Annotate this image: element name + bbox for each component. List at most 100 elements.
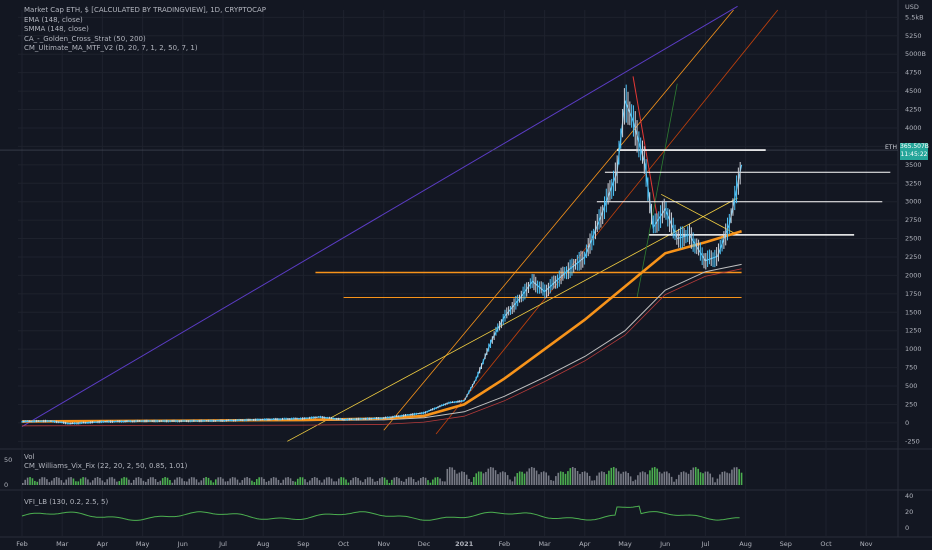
volume-bar: [682, 471, 685, 485]
volume-bar: [581, 471, 584, 485]
volume-bar: [422, 477, 424, 485]
x-tick-label: Oct: [820, 540, 832, 548]
volume-bar: [311, 477, 314, 485]
volume-bar: [526, 471, 528, 485]
volume-bar: [217, 477, 219, 485]
volume-bar: [359, 480, 362, 485]
volume-bar: [704, 471, 707, 485]
y-tick-label: 0: [905, 419, 909, 427]
legend-cm-ultimate-ma[interactable]: CM_Ultimate_MA_MTF_V2 (D, 20, 7, 1, 2, 5…: [24, 44, 198, 53]
volume-bar: [485, 471, 487, 485]
legend-smma[interactable]: SMMA (148, close): [24, 25, 89, 34]
volume-bar: [583, 471, 586, 485]
volume-bar: [593, 480, 596, 485]
x-tick-label: May: [618, 540, 632, 548]
volume-bar: [473, 477, 475, 485]
volume-bar: [99, 477, 101, 485]
volume-bar: [159, 480, 162, 485]
volume-bar: [340, 477, 342, 485]
volume-bar: [253, 482, 256, 485]
x-tick-label: Feb: [499, 540, 511, 548]
volume-bar: [309, 480, 311, 485]
volume-bar: [482, 473, 485, 485]
volume-bar: [448, 467, 451, 485]
trendline-orange: [383, 9, 734, 431]
volume-bar: [632, 481, 634, 485]
volume-bar: [263, 478, 265, 485]
volume-bar: [364, 479, 367, 485]
legend-golden-cross[interactable]: CA_-_Golden_Cross_Strat (50, 200): [24, 34, 146, 43]
vol-tick-label: 50: [4, 456, 12, 464]
volume-bar: [721, 471, 724, 485]
volume-bar: [236, 479, 239, 485]
vol-tick-label: 0: [4, 481, 8, 489]
volume-bar: [202, 477, 205, 485]
y-tick-label: 5.5kB: [905, 13, 924, 21]
trendlines: [0, 5, 898, 442]
volume-bar: [55, 477, 58, 485]
volume-bar: [571, 467, 574, 485]
volume-bar: [555, 476, 557, 485]
volume-bar: [545, 472, 548, 485]
volume-bar: [456, 473, 458, 485]
time-axis[interactable]: Feb Mar Apr May Jun Jul Aug Sep Oct Nov Dec 2021 Feb…: [16, 540, 872, 548]
legend-ema[interactable]: EMA (148, close): [24, 15, 83, 24]
volume-bar: [137, 477, 140, 485]
volume-bar: [222, 478, 224, 485]
volume-bar: [733, 467, 736, 485]
volume-bar: [173, 479, 176, 485]
volume-bar: [690, 469, 692, 485]
trendline-purple: [21, 5, 738, 427]
volume-bar: [620, 473, 622, 485]
y-tick-label: 5000B: [905, 50, 926, 58]
volume-bar: [574, 468, 576, 485]
volume-bar: [125, 477, 128, 485]
y-tick-label: 3250: [905, 179, 922, 187]
volume-bar: [644, 472, 646, 485]
y-tick-label: 1250: [905, 327, 922, 335]
volume-bar: [304, 479, 306, 485]
volume-bar: [234, 477, 236, 485]
volume-bar: [726, 472, 728, 485]
x-tick-label: 2021: [455, 540, 474, 548]
volume-bar: [376, 480, 379, 485]
volume-bar: [533, 467, 535, 485]
volume-bar: [511, 481, 514, 485]
volume-bar: [294, 481, 297, 485]
volume-bar: [48, 482, 51, 485]
grid: [0, 0, 932, 538]
volume-bar: [91, 480, 94, 485]
y-tick-label: 4500: [905, 87, 922, 95]
volume-bar: [277, 479, 280, 485]
volume-bar: [441, 481, 444, 485]
volume-bar: [335, 481, 338, 485]
volume-bar: [41, 477, 43, 485]
volume-bar: [439, 478, 441, 485]
volume-bar: [193, 477, 195, 485]
price-axis[interactable]: 5.5kB52505000B47504500425040003750350032…: [4, 3, 926, 532]
volume-bar: [666, 471, 668, 485]
volume-bar: [24, 479, 27, 485]
volume-bar: [46, 479, 48, 485]
x-tick-label: Mar: [538, 540, 551, 548]
y-unit-label: USD: [905, 3, 919, 11]
volume-bar: [393, 477, 396, 485]
volume-bar: [337, 478, 340, 485]
volume-bar: [89, 482, 92, 485]
volume-bar: [547, 475, 550, 485]
price-series: [21, 84, 743, 425]
volume-bar: [728, 473, 731, 485]
vix-fix-label[interactable]: CM_Williams_Vix_Fix (22, 20, 2, 50, 0.85…: [24, 462, 188, 470]
volume-bar: [622, 471, 625, 485]
volume-bar: [219, 477, 222, 485]
volume-bar: [316, 477, 318, 485]
volume-bar: [287, 477, 289, 485]
volume-bar: [639, 472, 642, 485]
vfi-tick-label: 20: [905, 508, 913, 516]
volume-bar: [714, 482, 716, 485]
volume-bar: [661, 473, 663, 485]
x-tick-label: Jul: [218, 540, 227, 548]
vfi-pane-label[interactable]: VFI_LB (130, 0.2, 2.5, 5): [24, 498, 109, 506]
volume-bar: [342, 477, 345, 485]
